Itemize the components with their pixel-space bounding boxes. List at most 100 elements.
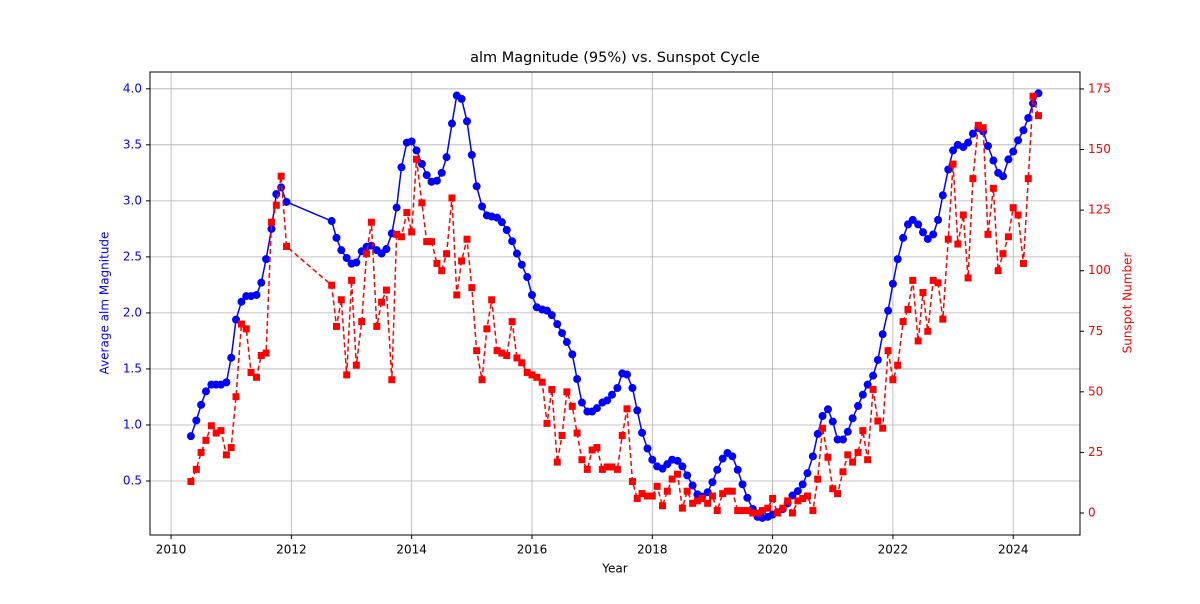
marker: [397, 163, 406, 172]
marker: [643, 492, 651, 500]
marker: [473, 347, 481, 355]
marker: [683, 487, 691, 495]
marker: [749, 509, 757, 517]
marker: [527, 290, 536, 299]
marker: [899, 318, 907, 326]
marker: [949, 146, 958, 155]
marker: [277, 172, 285, 180]
marker: [237, 320, 245, 328]
marker: [217, 427, 225, 435]
marker: [242, 325, 250, 333]
y2-tick-label: 175: [1088, 81, 1111, 95]
marker: [668, 475, 676, 483]
marker: [894, 361, 902, 369]
chart-title: alm Magnitude (95%) vs. Sunspot Cycle: [470, 50, 760, 66]
marker: [1024, 113, 1033, 122]
marker: [222, 378, 231, 387]
marker: [373, 322, 381, 330]
marker: [448, 194, 456, 202]
marker: [938, 191, 947, 200]
marker: [548, 385, 556, 393]
marker: [873, 355, 882, 364]
marker: [949, 160, 957, 168]
marker: [708, 492, 716, 500]
marker: [648, 455, 657, 464]
x-tick-label: 2024: [998, 543, 1029, 557]
y2-tick-label: 150: [1088, 142, 1111, 156]
marker: [227, 444, 235, 452]
x-tick-label: 2014: [396, 543, 427, 557]
marker: [994, 267, 1002, 275]
marker: [1019, 259, 1027, 267]
marker: [914, 220, 923, 229]
marker: [844, 451, 852, 459]
marker: [843, 427, 852, 436]
marker: [854, 401, 863, 410]
x-tick-label: 2020: [757, 543, 788, 557]
marker: [878, 330, 887, 339]
y2-tick-label: 100: [1088, 263, 1111, 277]
y-tick-label: 1.5: [123, 361, 142, 375]
marker: [352, 258, 361, 267]
marker: [493, 347, 501, 355]
marker: [623, 405, 631, 413]
marker: [573, 429, 581, 437]
marker: [674, 470, 682, 478]
marker: [904, 305, 912, 313]
marker: [663, 487, 671, 495]
marker: [442, 153, 451, 162]
marker: [909, 276, 917, 284]
marker: [1034, 112, 1042, 120]
marker: [643, 444, 652, 453]
marker: [869, 371, 878, 380]
marker: [858, 390, 867, 399]
marker: [918, 228, 927, 237]
marker: [558, 329, 567, 338]
marker: [408, 228, 416, 236]
marker: [337, 296, 345, 304]
marker: [974, 121, 982, 129]
marker: [954, 240, 962, 248]
marker: [983, 141, 992, 150]
marker: [678, 462, 687, 471]
marker: [648, 492, 656, 500]
marker: [412, 155, 420, 163]
marker: [788, 509, 796, 517]
x-tick-label: 2022: [878, 543, 909, 557]
marker: [793, 487, 802, 496]
marker: [232, 393, 240, 401]
marker: [282, 197, 291, 206]
marker: [568, 350, 577, 359]
marker: [929, 276, 937, 284]
marker: [488, 296, 496, 304]
marker: [728, 487, 736, 495]
marker: [683, 471, 692, 480]
marker: [467, 150, 476, 159]
marker: [773, 509, 781, 517]
marker: [262, 349, 270, 357]
marker: [268, 218, 276, 226]
marker: [483, 325, 491, 333]
marker: [638, 428, 647, 437]
marker: [864, 456, 872, 464]
marker: [212, 429, 220, 437]
marker: [407, 137, 416, 146]
marker: [603, 396, 612, 405]
marker: [803, 492, 811, 500]
marker: [192, 416, 201, 425]
marker: [553, 458, 561, 466]
marker: [553, 320, 562, 329]
marker: [498, 349, 506, 357]
marker: [798, 480, 807, 489]
marker: [638, 490, 646, 498]
y2-axis-label: Sunspot Number: [1121, 253, 1135, 354]
y-tick-label: 3.5: [123, 137, 142, 151]
marker: [689, 499, 697, 507]
marker: [934, 279, 942, 287]
marker: [363, 250, 371, 258]
marker: [577, 398, 586, 407]
marker: [678, 504, 686, 512]
y2-tick-label: 0: [1088, 505, 1096, 519]
marker: [673, 456, 682, 465]
marker: [814, 475, 822, 483]
